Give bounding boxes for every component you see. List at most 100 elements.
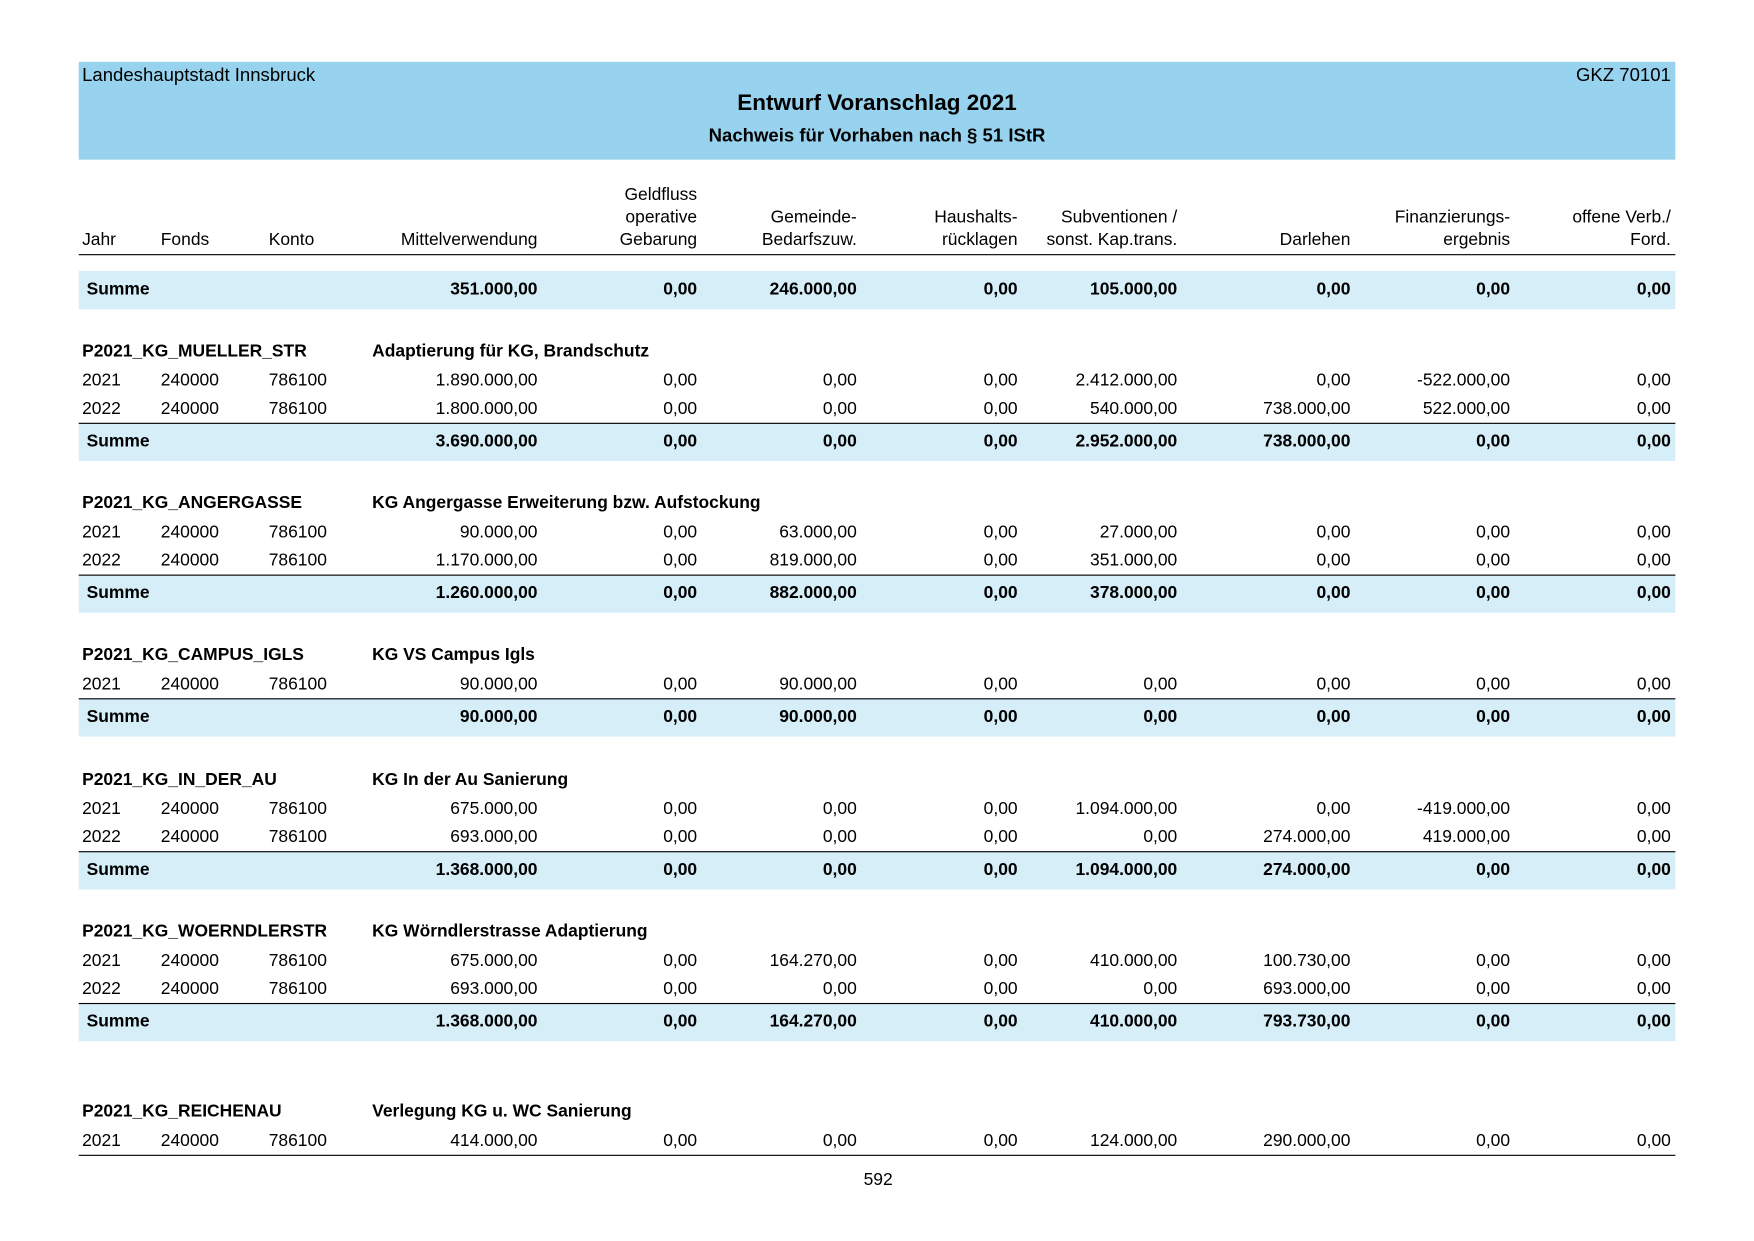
- row-cell: 2021: [82, 799, 121, 819]
- section-code: P2021_KG_IN_DER_AU: [82, 770, 277, 790]
- row-cell: 2022: [82, 827, 121, 847]
- row-cell: 0,00: [663, 827, 698, 847]
- column-header: Mittelverwendung: [400, 230, 538, 250]
- row-cell: 0,00: [983, 399, 1018, 419]
- sum-rule: [78, 574, 1676, 576]
- row-cell: 786100: [268, 951, 327, 971]
- sum-value: 164.270,00: [769, 1011, 857, 1032]
- row-cell: 0,00: [822, 979, 857, 999]
- row-cell: 0,00: [1636, 371, 1671, 391]
- row-cell: 0,00: [1316, 674, 1351, 694]
- column-header: Bedarfszuw.: [761, 230, 857, 250]
- row-cell: 90.000,00: [459, 522, 538, 542]
- row-cell: 0,00: [663, 979, 698, 999]
- sum-value: 1.260.000,00: [435, 583, 538, 603]
- sum-value: 793.730,00: [1263, 1011, 1351, 1032]
- sum-value: 0,00: [822, 431, 857, 451]
- sum-label: Summe: [86, 431, 150, 451]
- row-cell: 0,00: [663, 399, 698, 419]
- section-code: P2021_KG_MUELLER_STR: [82, 341, 307, 361]
- sum-value: 0,00: [1476, 860, 1511, 880]
- row-cell: 786100: [268, 799, 327, 819]
- row-cell: 274.000,00: [1263, 827, 1351, 847]
- row-cell: 240000: [160, 674, 219, 694]
- sum-value: 0,00: [983, 1011, 1018, 1032]
- row-cell: 522.000,00: [1422, 399, 1511, 419]
- row-cell: 0,00: [1476, 674, 1511, 694]
- end-rule: [78, 1154, 1676, 1156]
- sum-value: 1.368.000,00: [435, 1011, 538, 1032]
- row-cell: 90.000,00: [459, 674, 538, 694]
- row-cell: 290.000,00: [1263, 1131, 1351, 1151]
- column-header: ergebnis: [1443, 230, 1511, 250]
- row-cell: 240000: [160, 799, 219, 819]
- row-cell: 0,00: [1636, 522, 1671, 542]
- row-cell: 1.890.000,00: [435, 371, 538, 391]
- row-cell: 351.000,00: [1090, 550, 1178, 571]
- section-description: Adaptierung für KG, Brandschutz: [372, 341, 650, 361]
- column-header: Geldfluss: [624, 185, 698, 205]
- row-cell: 0,00: [1316, 799, 1351, 819]
- row-cell: 0,00: [663, 522, 698, 542]
- row-cell: 240000: [160, 1131, 219, 1151]
- sum-band: [78, 574, 1676, 613]
- sum-value: 0,00: [983, 583, 1018, 603]
- sum-value: 0,00: [1316, 279, 1351, 300]
- row-cell: 240000: [160, 951, 219, 971]
- sum-band: [78, 1002, 1676, 1042]
- row-cell: 0,00: [1143, 827, 1178, 847]
- column-header: Ford.: [1630, 230, 1671, 250]
- sum-label: Summe: [86, 279, 150, 300]
- sum-value: 0,00: [1476, 583, 1511, 603]
- sum-value: 0,00: [663, 279, 698, 300]
- row-cell: 0,00: [822, 371, 857, 391]
- sum-value: 0,00: [983, 431, 1018, 451]
- sum-band: [78, 422, 1676, 462]
- row-cell: 738.000,00: [1263, 399, 1351, 419]
- sum-value: 0,00: [1476, 279, 1511, 300]
- sum-value: 105.000,00: [1090, 279, 1178, 300]
- column-header: Finanzierungs-: [1394, 208, 1511, 228]
- row-cell: 90.000,00: [779, 674, 857, 694]
- row-cell: 0,00: [1636, 951, 1671, 971]
- row-cell: 0,00: [1476, 550, 1511, 571]
- sum-value: 0,00: [663, 1011, 698, 1032]
- sum-value: 0,00: [1636, 707, 1671, 727]
- row-cell: 0,00: [1476, 951, 1511, 971]
- row-cell: 0,00: [1636, 1131, 1671, 1151]
- sum-value: 0,00: [1476, 707, 1511, 727]
- row-cell: 0,00: [663, 371, 698, 391]
- column-header: Fonds: [160, 230, 210, 250]
- section-description: KG In der Au Sanierung: [372, 770, 569, 790]
- row-cell: 786100: [268, 550, 327, 571]
- section-description: KG Angergasse Erweiterung bzw. Aufstocku…: [372, 493, 761, 513]
- sum-label: Summe: [86, 1011, 150, 1032]
- row-cell: 240000: [160, 979, 219, 999]
- sum-value: 2.952.000,00: [1075, 431, 1178, 451]
- row-cell: 0,00: [1636, 399, 1671, 419]
- row-cell: 240000: [160, 522, 219, 542]
- sum-value: 0,00: [983, 707, 1018, 727]
- row-cell: 1.800.000,00: [435, 399, 538, 419]
- sum-rule: [78, 422, 1676, 424]
- sum-value: 0,00: [1636, 431, 1671, 451]
- row-cell: 786100: [268, 522, 327, 542]
- row-cell: 0,00: [1636, 550, 1671, 571]
- row-cell: 1.094.000,00: [1075, 799, 1178, 819]
- column-header: sonst. Kap.trans.: [1046, 230, 1178, 250]
- sum-label: Summe: [86, 707, 150, 727]
- sum-value: 0,00: [983, 279, 1018, 300]
- sum-value: 0,00: [1636, 860, 1671, 880]
- row-cell: 693.000,00: [450, 979, 538, 999]
- row-cell: 240000: [160, 550, 219, 571]
- column-header: Haushalts-: [934, 208, 1018, 228]
- sum-value: 90.000,00: [459, 707, 538, 727]
- row-cell: 27.000,00: [1099, 522, 1178, 542]
- row-cell: 540.000,00: [1090, 399, 1178, 419]
- sum-value: 738.000,00: [1263, 431, 1351, 451]
- row-cell: 786100: [268, 371, 327, 391]
- row-cell: 240000: [160, 371, 219, 391]
- row-cell: 63.000,00: [779, 522, 857, 542]
- row-cell: 0,00: [983, 550, 1018, 571]
